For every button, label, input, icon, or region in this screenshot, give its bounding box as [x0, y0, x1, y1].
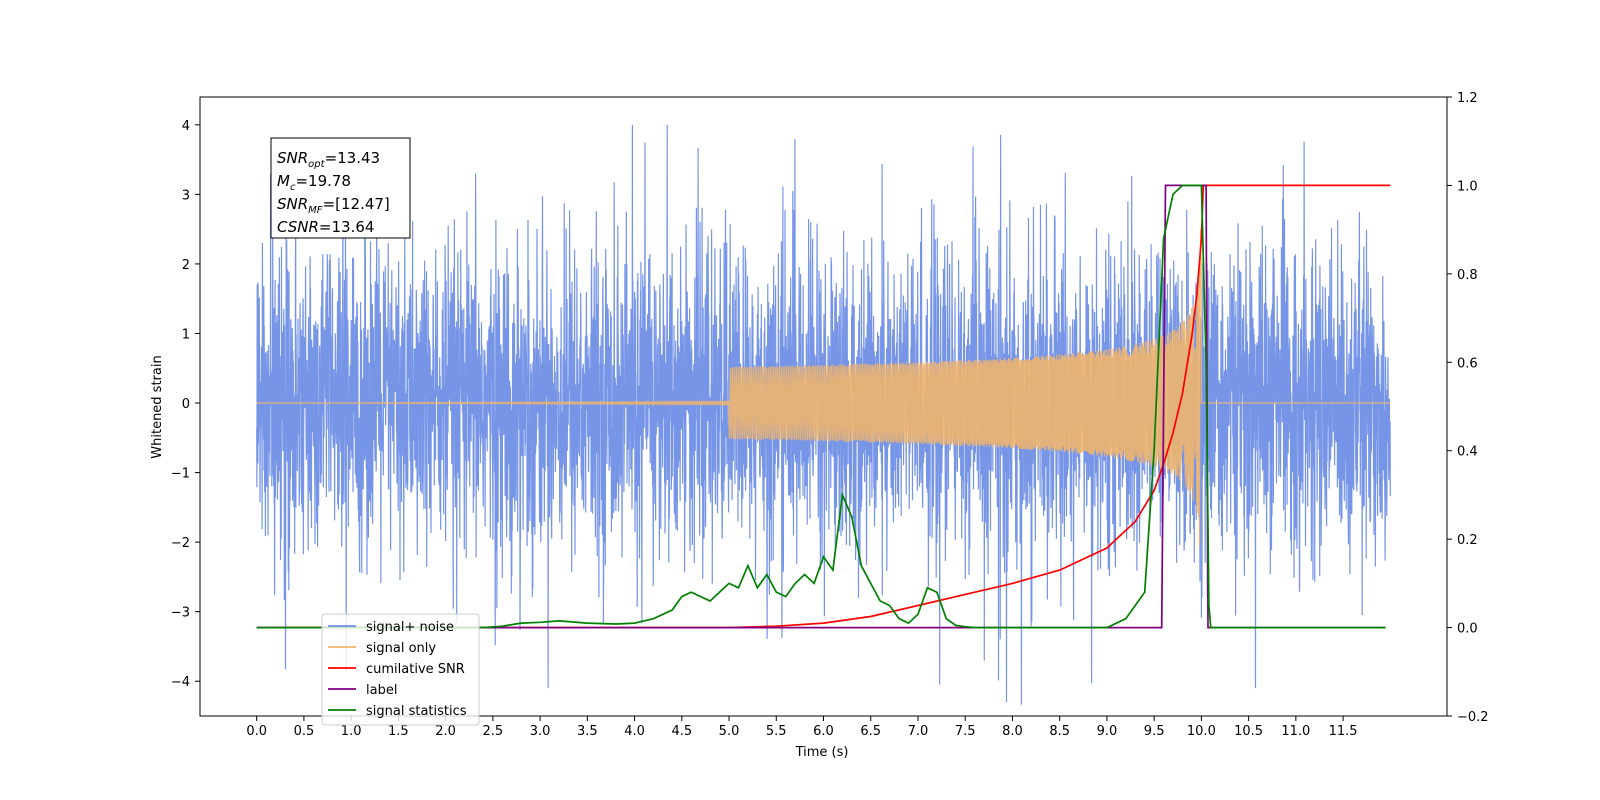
x-tick-label: 6.5	[860, 724, 881, 739]
series-signal-statistics-line	[256, 184, 1386, 629]
y-left-tick-label: −2	[171, 536, 190, 551]
legend-frame	[321, 613, 480, 726]
y-right-tick-label: 0.4	[1457, 445, 1478, 460]
y-right-tick-label: −0.2	[1457, 710, 1489, 725]
y-left-tick-label: 3	[182, 188, 190, 203]
x-tick-label: 9.5	[1144, 724, 1165, 739]
y-left-tick-label: 4	[182, 119, 190, 134]
x-tick-label: 2.5	[483, 724, 504, 739]
legend: signal+ noise signal only cumilative SNR la…	[321, 613, 480, 726]
x-tick-label: 3.0	[530, 724, 551, 739]
y-left-tick-label: 2	[182, 258, 190, 273]
x-tick-label: 5.0	[719, 724, 740, 739]
x-tick-label: 7.5	[955, 724, 976, 739]
x-tick-label: 3.5	[577, 724, 598, 739]
legend-entry: label	[366, 683, 397, 698]
y-right-tick-label: 0.0	[1457, 622, 1478, 637]
x-tick-label: 0.5	[294, 724, 315, 739]
y-right-tick-label: 0.6	[1457, 356, 1478, 371]
x-tick-label: 10.0	[1187, 724, 1216, 739]
x-tick-label: 1.0	[341, 724, 362, 739]
x-tick-label: 11.5	[1329, 724, 1358, 739]
x-tick-label: 11.0	[1281, 724, 1310, 739]
x-tick-label: 4.0	[624, 724, 645, 739]
x-tick-label: 6.0	[813, 724, 834, 739]
x-tick-label: 8.0	[1002, 724, 1023, 739]
legend-entry: cumilative SNR	[366, 662, 465, 677]
x-tick-label: 2.0	[435, 724, 456, 739]
y-left-tick-label: 0	[182, 397, 190, 412]
legend-entry: signal only	[366, 641, 436, 656]
annotation-line: CSNR=13.64	[277, 218, 374, 236]
y-left-tick-label: −1	[171, 467, 190, 482]
y-left-tick-label: 1	[182, 327, 190, 342]
x-tick-label: 7.0	[908, 724, 929, 739]
x-tick-label: 0.0	[246, 724, 267, 739]
x-tick-label: 10.5	[1234, 724, 1263, 739]
legend-entry: signal statistics	[366, 704, 467, 719]
x-tick-label: 4.5	[671, 724, 692, 739]
x-tick-label: 5.5	[766, 724, 787, 739]
y-right-tick-label: 1.0	[1457, 179, 1478, 194]
annotation-line: SNRMF=[12.47]	[277, 195, 390, 216]
y-left-tick-label: −3	[171, 606, 190, 621]
x-axis-label: Time (s)	[795, 745, 849, 760]
annotation-line: Mc=19.78	[277, 172, 351, 193]
legend-entry: signal+ noise	[366, 620, 454, 635]
y-axis-right: −0.2 0.0 0.2 0.4 0.6 0.8 1.0 1.2	[1447, 91, 1489, 725]
annotation-line: SNRopt=13.43	[277, 149, 380, 170]
x-tick-label: 9.0	[1097, 724, 1118, 739]
y-right-tick-label: 0.2	[1457, 533, 1478, 548]
annotation-frame	[270, 137, 411, 239]
x-tick-label: 8.5	[1049, 724, 1070, 739]
y-axis-left: −4 −3 −2 −1 0 1 2 3 4	[171, 119, 200, 690]
y-right-tick-label: 0.8	[1457, 268, 1478, 283]
x-axis: 0.0 0.5 1.0 1.5 2.0 2.5 3.0 3.5 4.0 4.5 5.0 5.5 6.0 6…	[246, 716, 1358, 739]
y-axis-label-left: Whitened strain	[150, 355, 165, 458]
series-signal-only-line	[256, 229, 1391, 547]
y-left-tick-label: −4	[171, 675, 190, 690]
x-tick-label: 1.5	[388, 724, 409, 739]
y-right-tick-label: 1.2	[1457, 91, 1478, 106]
series-cumilative-snr-line	[256, 184, 1391, 629]
